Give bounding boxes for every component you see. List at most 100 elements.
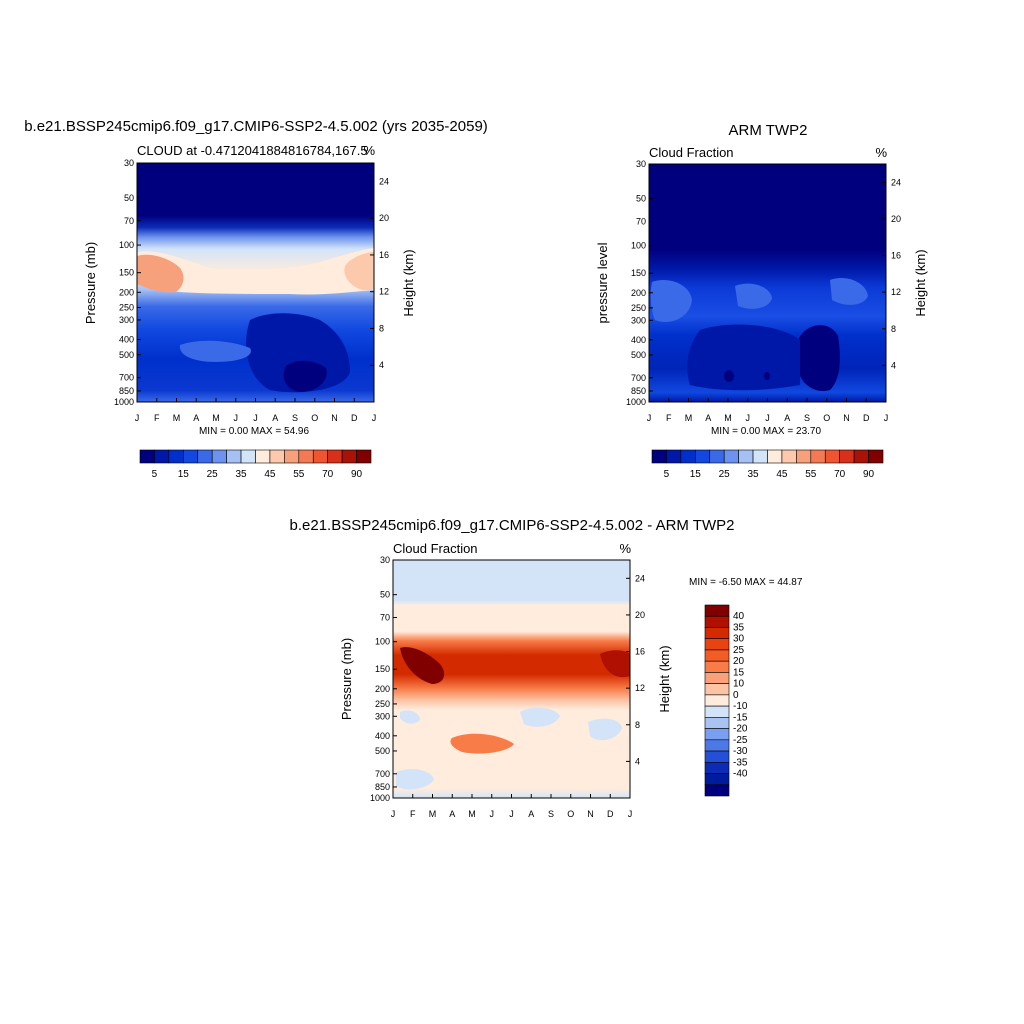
y-tick-label: 150 [375,664,390,674]
y-tick-label: 100 [631,241,646,251]
colorbar-label: 70 [834,469,846,480]
y-tick-label: 70 [380,613,390,623]
x-tick-label: D [863,413,870,423]
x-tick-label: J [372,413,377,423]
x-tick-label: F [410,809,416,819]
panel3-blue-patch-2 [588,718,622,741]
y-tick-label: 150 [631,268,646,278]
panel3-subtitle-right: % [619,541,631,556]
colorbar-swatch [839,449,855,464]
x-tick-label: J [135,413,140,423]
x-tick-label: D [607,809,614,819]
colorbar-swatch [709,449,725,464]
y-tick-label: 50 [636,194,646,204]
panel1-warm-lobe-right [344,252,374,290]
colorbar-swatch [183,449,199,464]
panel2-light-patch-mid [735,283,772,309]
x-tick-label: N [843,413,850,423]
panel2-dark-core [798,325,840,392]
colorbar-label: 10 [733,679,745,690]
colorbar-label: 45 [776,469,788,480]
panel3-mid-lobe [450,733,514,754]
x-tick-label: O [567,809,574,819]
colorbar-label: 55 [805,469,817,480]
y-tick-label: 70 [636,217,646,227]
x-tick-label: A [705,413,711,423]
y-tick-label: 250 [631,303,646,313]
colorbar-label: 55 [293,469,305,480]
y-tick-label: 50 [380,590,390,600]
y-tick-label: 850 [631,386,646,396]
x-tick-label: A [272,413,278,423]
x-tick-label: J [234,413,239,423]
x-tick-label: J [746,413,751,423]
x-tick-label: J [509,809,514,819]
colorbar-swatch [695,449,711,464]
y-tick-label: 850 [119,386,134,396]
colorbar-swatch [868,449,884,464]
colorbar-label: 0 [733,690,739,701]
colorbar-label: 25 [207,469,219,480]
colorbar-swatch [168,449,184,464]
colorbar-swatch [356,449,372,464]
colorbar-label: 15 [178,469,190,480]
colorbar-label: -35 [733,757,748,768]
y-tick-label: 1000 [626,397,646,407]
colorbar-swatch [752,449,768,464]
y-tick-label: 250 [119,303,134,313]
y-tick-label: 200 [631,288,646,298]
x-tick-label: M [212,413,220,423]
colorbar-swatch [704,672,730,684]
colorbar-swatch [197,449,213,464]
x-tick-label: F [154,413,160,423]
colorbar-swatch [853,449,869,464]
y-right-tick-label: 20 [635,610,645,620]
panel1-ylabel: Pressure (mb) [83,242,98,324]
colorbar-swatch [704,750,730,763]
y-right-tick-label: 12 [635,683,645,693]
colorbar-swatch [139,449,155,464]
colorbar-swatch [312,449,328,464]
y-right-tick-label: 12 [891,287,901,297]
panel3-ylabel-right: Height (km) [657,645,672,712]
y-tick-label: 30 [636,159,646,169]
y-right-tick-label: 16 [635,647,645,657]
y-tick-label: 300 [375,711,390,721]
y-tick-label: 300 [119,315,134,325]
colorbar-label: -25 [733,735,748,746]
panel2-colorbar: 5 15 25 35 45 55 70 90 [651,449,884,480]
colorbar-swatch [704,649,730,662]
x-tick-label: S [292,413,298,423]
x-tick-label: J [490,809,495,819]
panel2-ylabel-right: Height (km) [913,249,928,316]
y-tick-label: 30 [124,158,134,168]
colorbar-label: 15 [690,469,702,480]
x-tick-label: J [391,809,396,819]
x-tick-label: O [311,413,318,423]
panel-observations: ARM TWP2 Cloud Fraction % 30 50 70 100 150 20… [595,122,928,480]
panel3-blue-patch-4 [396,769,434,790]
x-tick-label: S [804,413,810,423]
colorbar-label: 35 [733,622,745,633]
panel3-max-core-left [400,647,445,684]
colorbar-swatch [269,449,285,464]
panel2-minmax: MIN = 0.00 MAX = 23.70 [711,426,821,437]
panel3-title: b.e21.BSSP245cmip6.f09_g17.CMIP6-SSP2-4.… [290,517,735,534]
colorbar-swatch [240,449,256,464]
colorbar-swatch [284,449,300,464]
panel2-dark-dot-1 [724,370,734,382]
y-tick-label: 500 [119,350,134,360]
panel1-right-axis: 24 20 16 12 8 4 [370,176,389,370]
y-right-tick-label: 4 [635,756,640,766]
colorbar-swatch [666,449,682,464]
y-tick-label: 70 [124,216,134,226]
y-tick-label: 300 [631,315,646,325]
colorbar-swatch [738,449,754,464]
colorbar-label: 5 [664,469,670,480]
y-right-tick-label: 8 [635,720,640,730]
colorbar-swatch [298,449,314,464]
colorbar-swatch [704,627,730,640]
